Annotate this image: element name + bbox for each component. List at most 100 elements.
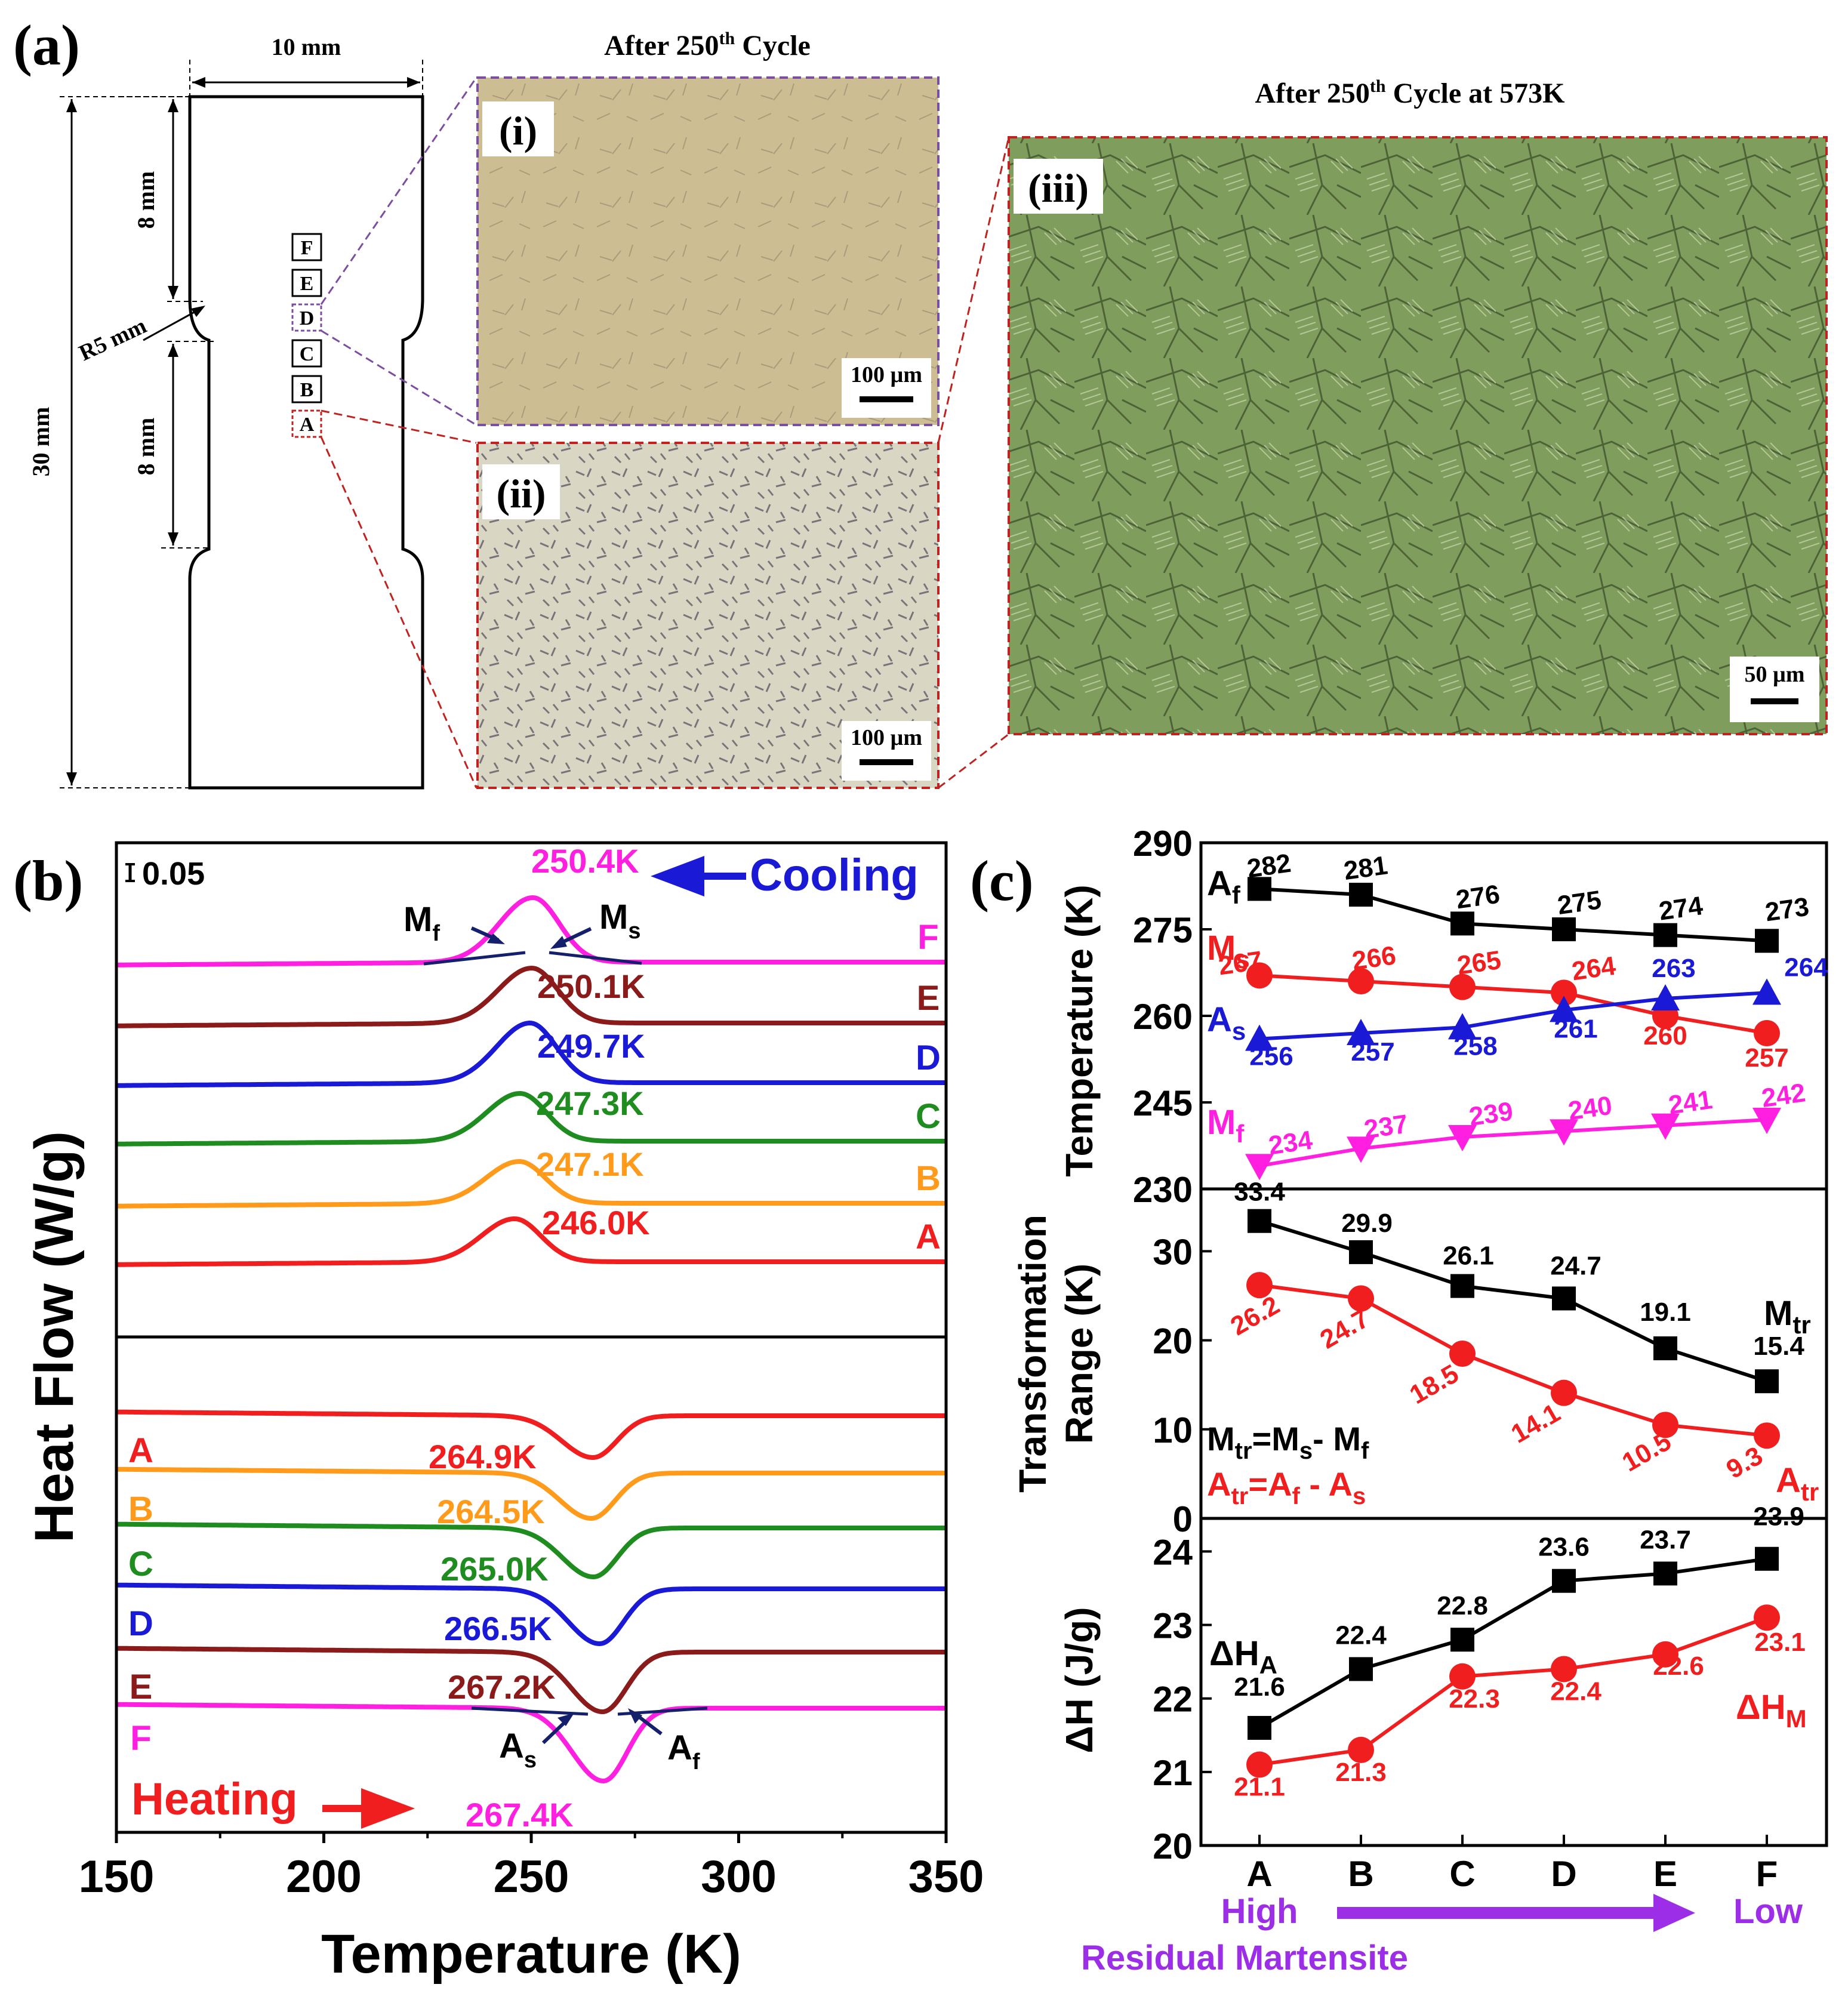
cooling-peak-label: 249.7K [537, 1027, 645, 1065]
panel-c-label: (c) [970, 849, 1034, 913]
heating-indicator: Heating [131, 1774, 415, 1829]
data-label-af: 276 [1454, 880, 1502, 915]
x-tick-label: F [1756, 1854, 1778, 1894]
cooling-label: Cooling [750, 850, 919, 901]
marker-dha [1755, 1546, 1779, 1571]
marker-as [1347, 1019, 1375, 1045]
marker-atr [1348, 1285, 1374, 1312]
micrograph-i: (i) 100 µm [476, 76, 940, 426]
marker-mtr [1755, 1369, 1779, 1394]
subplot-frame [1199, 1517, 1828, 1847]
y-tick-label: 22 [1153, 1680, 1193, 1720]
data-label-ms: 266 [1350, 941, 1398, 976]
marker-as [1448, 1013, 1477, 1040]
x-tick-label: D [1551, 1854, 1576, 1894]
cooling-curve-label: F [917, 918, 938, 957]
series-line-mtr [1259, 1219, 1767, 1384]
y-axis-label-temperature: Temperature (K) [1058, 885, 1101, 1177]
series-line-dhm [1259, 1616, 1768, 1767]
ms-label: Ms [599, 898, 640, 944]
x-tick-label: 350 [908, 1851, 984, 1902]
y-tick-label: 260 [1133, 997, 1193, 1037]
data-label-mtr: 26.1 [1443, 1241, 1494, 1271]
series-line-atr [1259, 1283, 1767, 1438]
residual-caption: Residual Martensite [1081, 1939, 1408, 1977]
marker-mf [1651, 1113, 1680, 1140]
marker-mf [1347, 1136, 1375, 1163]
scale-bar-ii [860, 759, 913, 765]
marker-af [1653, 923, 1677, 947]
cooling-curve-label: C [916, 1097, 941, 1136]
marker-e: E [300, 273, 314, 295]
x-axis-ticks: 150 200 250 300 350 [79, 1832, 984, 1902]
series-line-dha [1258, 1557, 1767, 1730]
data-label-af: 273 [1763, 892, 1811, 928]
data-label-as: 261 [1554, 1014, 1597, 1043]
cooling-peak-label: 247.1K [536, 1145, 644, 1183]
heating-curve-a [116, 1409, 946, 1461]
residual-low: Low [1733, 1892, 1803, 1931]
data-label-atr: 26.2 [1225, 1290, 1285, 1341]
marker-mtr [1552, 1286, 1576, 1311]
micrograph-ii: (ii) 100 µm [476, 442, 940, 789]
panel-b-label: (b) [13, 849, 83, 913]
x-tick-label: C [1449, 1854, 1475, 1894]
marker-dha [1653, 1561, 1677, 1586]
marker-dhm [1551, 1656, 1577, 1683]
data-label-af: 275 [1556, 885, 1603, 920]
data-label-atr: 14.1 [1506, 1398, 1565, 1449]
heating-curve-label: A [128, 1431, 153, 1470]
data-label-ms: 265 [1455, 945, 1503, 981]
cooling-curve-label: E [917, 979, 940, 1018]
data-label-dha: 21.6 [1234, 1672, 1285, 1702]
scale-bar-label-iii: 50 µm [1744, 662, 1804, 687]
micrograph-label-i: (i) [499, 108, 537, 153]
data-label-mf: 240 [1566, 1091, 1614, 1126]
x-tick-label: A [1246, 1854, 1272, 1894]
cooling-curve-label: D [916, 1039, 941, 1077]
marker-dhm [1754, 1604, 1780, 1631]
data-label-dha: 23.7 [1640, 1525, 1691, 1554]
heating-peak-label: 265.0K [441, 1550, 549, 1588]
data-label-mf: 239 [1467, 1096, 1515, 1132]
marker-atr [1449, 1341, 1476, 1367]
marker-atr [1246, 1272, 1273, 1299]
data-label-as: 257 [1351, 1037, 1394, 1067]
marker-dhm [1449, 1663, 1476, 1690]
marker-dha [1552, 1569, 1576, 1593]
y-tick-label: 21 [1153, 1753, 1193, 1793]
heating-curve-label: D [128, 1604, 153, 1643]
heating-peak-label: 264.5K [437, 1493, 545, 1530]
data-label-dhm: 22.3 [1449, 1684, 1500, 1714]
micrograph-iii: (iii) 50 µm [1008, 136, 1828, 735]
micrograph-title-2: After 250th Cycle at 573K [1255, 76, 1565, 109]
marker-af [1755, 929, 1779, 953]
y-axis-label-b: Heat Flow (W/g) [24, 1131, 85, 1543]
marker-b: B [300, 379, 314, 401]
x-tick-label: 150 [79, 1851, 155, 1902]
data-label-mf: 241 [1667, 1085, 1714, 1120]
panel-a: (a) 10 mm 8 mm R5 mm 8 mm 30 mm [13, 13, 1828, 790]
series-name-label: Atr [1776, 1461, 1819, 1506]
data-label-atr: 18.5 [1405, 1359, 1464, 1410]
heating-peak-label: 266.5K [444, 1610, 552, 1647]
data-label-atr: 9.3 [1721, 1441, 1767, 1484]
y-tick-label: 0 [1173, 1499, 1193, 1539]
data-label-as: 258 [1453, 1031, 1497, 1061]
data-label-mf: 242 [1760, 1078, 1807, 1113]
y-tick-label: 20 [1153, 1826, 1193, 1866]
data-label-mtr: 19.1 [1640, 1298, 1691, 1327]
as-af-annotation: As Af [471, 1706, 708, 1774]
cooling-peak-label: 250.1K [537, 968, 645, 1005]
dim-radius: R5 mm [75, 313, 150, 366]
panel-c-plots: 230 245 260 275 290 0 10 20 30 20 21 22 23 24 A B C D E F 28… [1133, 824, 1828, 1894]
marker-dhm [1246, 1751, 1273, 1778]
marker-atr [1754, 1422, 1780, 1449]
cooling-curve-d [116, 1020, 946, 1088]
x-tick-label: 250 [494, 1851, 569, 1902]
series-line-af [1259, 887, 1767, 943]
dim-top-length: 8 mm [133, 171, 159, 229]
y-tick-label: 23 [1153, 1606, 1193, 1646]
data-label-af: 282 [1245, 849, 1293, 884]
